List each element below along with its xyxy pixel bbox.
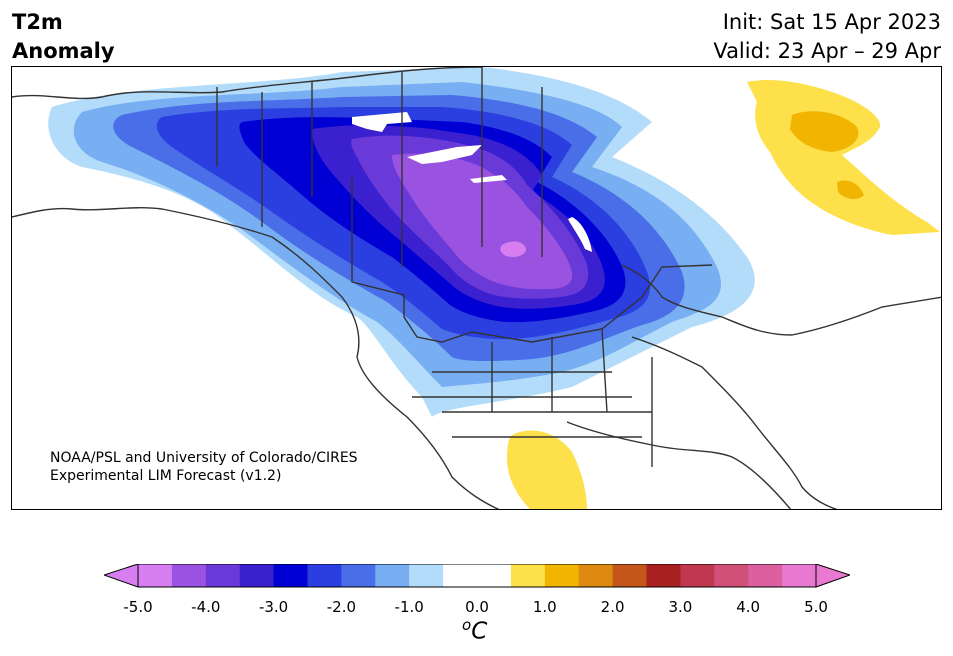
colorbar-cell	[171, 564, 207, 587]
colorbar-tick-label: 0.0	[465, 598, 489, 616]
colorbar-tick-label: -2.0	[326, 598, 357, 616]
geographic-outlines	[12, 67, 941, 509]
colorbar-tick-label: 3.0	[668, 598, 693, 616]
colorbar-unit: oC	[462, 616, 487, 645]
colorbar-cell	[646, 564, 681, 587]
colorbar-tick-label: -5.0	[123, 598, 153, 616]
colorbar-max-extension	[815, 564, 850, 588]
colorbar-tick-label: 4.0	[736, 598, 761, 616]
forecast-dates: Init: Sat 15 Apr 2023 Valid: 23 Apr – 29…	[713, 8, 941, 66]
cold-anomaly-fill	[48, 67, 755, 417]
colorbar-tick-label: -3.0	[258, 598, 289, 616]
colorbar-cell	[205, 564, 241, 587]
colorbar-min-extension	[104, 564, 139, 588]
colorbar-cell	[782, 564, 817, 587]
colorbar-cell	[510, 564, 546, 587]
colorbar-cell	[714, 564, 749, 587]
colorbar	[104, 564, 850, 588]
colorbar-tick-label: 5.0	[804, 598, 828, 616]
colorbar-cell	[273, 564, 308, 587]
colorbar-cell	[748, 564, 783, 587]
colorbar-cell	[544, 564, 580, 587]
colorbar-cell	[443, 564, 478, 587]
title-line-2: Anomaly	[12, 39, 115, 63]
valid-range: Valid: 23 Apr – 29 Apr	[713, 39, 941, 63]
colorbar-cell	[138, 564, 173, 587]
colorbar-cell	[578, 564, 614, 587]
colorbar-cell	[409, 564, 444, 587]
map-title: T2m Anomaly	[12, 8, 115, 66]
map-canvas	[12, 67, 941, 509]
colorbar-cell	[612, 564, 647, 587]
colorbar-cell	[477, 564, 512, 587]
colorbar-tick-label: -1.0	[394, 598, 424, 616]
unit-letter: C	[471, 618, 488, 645]
colorbar-cell	[239, 564, 275, 587]
colorbar-cell	[680, 564, 715, 587]
warm-anomaly-fill	[507, 80, 940, 509]
attribution-line-2: Experimental LIM Forecast (v1.2)	[50, 468, 282, 484]
colorbar-cell	[307, 564, 342, 587]
title-line-1: T2m	[12, 10, 63, 34]
init-date: Init: Sat 15 Apr 2023	[722, 10, 941, 34]
colorbar-cell	[341, 564, 376, 587]
attribution-line-1: NOAA/PSL and University of Colorado/CIRE…	[50, 450, 358, 466]
colorbar-tick-label: -4.0	[191, 598, 221, 616]
colorbar-cell	[375, 564, 410, 587]
colorbar-border	[137, 564, 817, 588]
anomaly-map: NOAA/PSL and University of Colorado/CIRE…	[11, 66, 942, 510]
attribution: NOAA/PSL and University of Colorado/CIRE…	[50, 449, 358, 485]
colorbar-cells	[138, 564, 817, 587]
colorbar-tick-label: 2.0	[600, 598, 625, 616]
colorbar-tick-label: 1.0	[532, 598, 557, 616]
unit-superscript: o	[462, 616, 472, 634]
